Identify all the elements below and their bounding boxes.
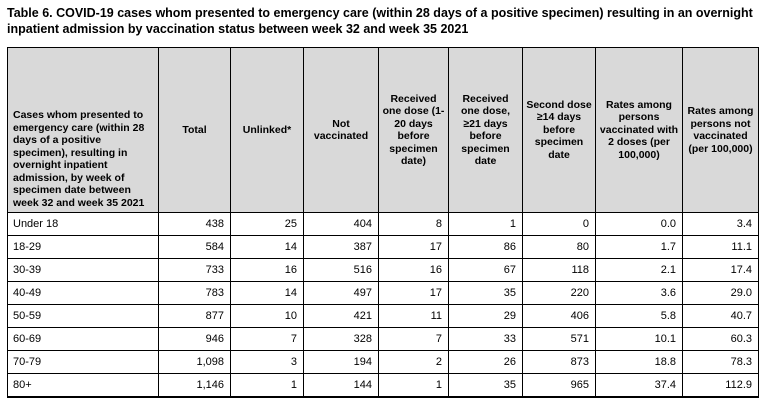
cell-rate-not-vaccinated: 60.3 <box>682 327 759 351</box>
cell-not-vaccinated: 144 <box>303 373 379 397</box>
cell-rate-vaccinated: 18.8 <box>595 350 683 374</box>
cell-second-dose: 965 <box>522 373 596 397</box>
cell-second-dose: 118 <box>522 258 596 282</box>
cell-second-dose: 0 <box>522 212 596 236</box>
cell-total: 946 <box>158 327 231 351</box>
cell-one-dose-21plus: 33 <box>448 327 523 351</box>
cell-rate-vaccinated: 3.6 <box>595 281 683 305</box>
cell-second-dose: 873 <box>522 350 596 374</box>
cell-not-vaccinated: 421 <box>303 304 379 328</box>
row-label: 70-79 <box>7 350 159 374</box>
table-row-80plus: 80+ 1,146 1 144 1 35 965 37.4 112.9 <box>7 373 759 397</box>
col-header-total: Total <box>158 47 231 213</box>
row-label: 80+ <box>7 373 159 397</box>
cell-second-dose: 406 <box>522 304 596 328</box>
cell-rate-not-vaccinated: 112.9 <box>682 373 759 397</box>
cell-unlinked: 10 <box>230 304 304 328</box>
table-row-under-18: Under 18 438 25 404 8 1 0 0.0 3.4 <box>7 212 759 236</box>
cell-rate-vaccinated: 37.4 <box>595 373 683 397</box>
cell-total: 733 <box>158 258 231 282</box>
cell-one-dose-1-20: 8 <box>378 212 449 236</box>
cell-unlinked: 7 <box>230 327 304 351</box>
cell-unlinked: 3 <box>230 350 304 374</box>
row-label: 60-69 <box>7 327 159 351</box>
cell-one-dose-21plus: 29 <box>448 304 523 328</box>
col-header-rates-not-vaccinated: Rates among persons not vaccinated (per … <box>682 47 759 213</box>
cell-rate-vaccinated: 10.1 <box>595 327 683 351</box>
cell-one-dose-21plus: 35 <box>448 281 523 305</box>
cell-not-vaccinated: 194 <box>303 350 379 374</box>
cell-unlinked: 14 <box>230 235 304 259</box>
col-header-cases: Cases whom presented to emergency care (… <box>7 47 159 213</box>
cell-rate-not-vaccinated: 40.7 <box>682 304 759 328</box>
cell-one-dose-1-20: 17 <box>378 235 449 259</box>
table-row-60-69: 60-69 946 7 328 7 33 571 10.1 60.3 <box>7 327 759 351</box>
row-label: Under 18 <box>7 212 159 236</box>
cell-one-dose-1-20: 17 <box>378 281 449 305</box>
cell-total: 877 <box>158 304 231 328</box>
cell-rate-vaccinated: 2.1 <box>595 258 683 282</box>
cell-rate-vaccinated: 5.8 <box>595 304 683 328</box>
cell-rate-vaccinated: 1.7 <box>595 235 683 259</box>
col-header-not-vaccinated: Not vaccinated <box>303 47 379 213</box>
cell-total: 783 <box>158 281 231 305</box>
cell-one-dose-21plus: 67 <box>448 258 523 282</box>
cell-total: 438 <box>158 212 231 236</box>
col-header-second-dose-14plus: Second dose ≥14 days before specimen dat… <box>522 47 596 213</box>
cell-total: 1,098 <box>158 350 231 374</box>
row-label: 18-29 <box>7 235 159 259</box>
cell-one-dose-1-20: 2 <box>378 350 449 374</box>
cell-unlinked: 25 <box>230 212 304 236</box>
table-row-30-39: 30-39 733 16 516 16 67 118 2.1 17.4 <box>7 258 759 282</box>
table-row-70-79: 70-79 1,098 3 194 2 26 873 18.8 78.3 <box>7 350 759 374</box>
cell-second-dose: 571 <box>522 327 596 351</box>
cell-rate-not-vaccinated: 11.1 <box>682 235 759 259</box>
cell-unlinked: 1 <box>230 373 304 397</box>
cell-one-dose-1-20: 1 <box>378 373 449 397</box>
cell-rate-vaccinated: 0.0 <box>595 212 683 236</box>
cell-rate-not-vaccinated: 78.3 <box>682 350 759 374</box>
header-row: Cases whom presented to emergency care (… <box>7 47 759 213</box>
cell-not-vaccinated: 516 <box>303 258 379 282</box>
cell-total: 584 <box>158 235 231 259</box>
row-label: 30-39 <box>7 258 159 282</box>
cell-total: 1,146 <box>158 373 231 397</box>
cell-rate-not-vaccinated: 29.0 <box>682 281 759 305</box>
cell-rate-not-vaccinated: 3.4 <box>682 212 759 236</box>
col-header-one-dose-21plus: Received one dose, ≥21 days before speci… <box>448 47 523 213</box>
cell-unlinked: 16 <box>230 258 304 282</box>
cell-one-dose-1-20: 7 <box>378 327 449 351</box>
col-header-unlinked: Unlinked* <box>230 47 304 213</box>
cell-not-vaccinated: 387 <box>303 235 379 259</box>
cell-not-vaccinated: 328 <box>303 327 379 351</box>
cell-rate-not-vaccinated: 17.4 <box>682 258 759 282</box>
row-label: 40-49 <box>7 281 159 305</box>
cell-one-dose-1-20: 16 <box>378 258 449 282</box>
row-label: 50-59 <box>7 304 159 328</box>
cell-one-dose-21plus: 26 <box>448 350 523 374</box>
covid-cases-table: Cases whom presented to emergency care (… <box>7 47 759 398</box>
cell-one-dose-1-20: 11 <box>378 304 449 328</box>
table-title: Table 6. COVID-19 cases whom presented t… <box>7 6 753 36</box>
cell-one-dose-21plus: 86 <box>448 235 523 259</box>
col-header-rates-vaccinated: Rates among persons vaccinated with 2 do… <box>595 47 683 213</box>
cell-not-vaccinated: 404 <box>303 212 379 236</box>
table-row-50-59: 50-59 877 10 421 11 29 406 5.8 40.7 <box>7 304 759 328</box>
table-row-18-29: 18-29 584 14 387 17 86 80 1.7 11.1 <box>7 235 759 259</box>
cell-one-dose-21plus: 35 <box>448 373 523 397</box>
cell-not-vaccinated: 497 <box>303 281 379 305</box>
cell-unlinked: 14 <box>230 281 304 305</box>
col-header-one-dose-1-20: Received one dose (1-20 days before spec… <box>378 47 449 213</box>
cell-one-dose-21plus: 1 <box>448 212 523 236</box>
cell-second-dose: 220 <box>522 281 596 305</box>
table-row-40-49: 40-49 783 14 497 17 35 220 3.6 29.0 <box>7 281 759 305</box>
cell-second-dose: 80 <box>522 235 596 259</box>
